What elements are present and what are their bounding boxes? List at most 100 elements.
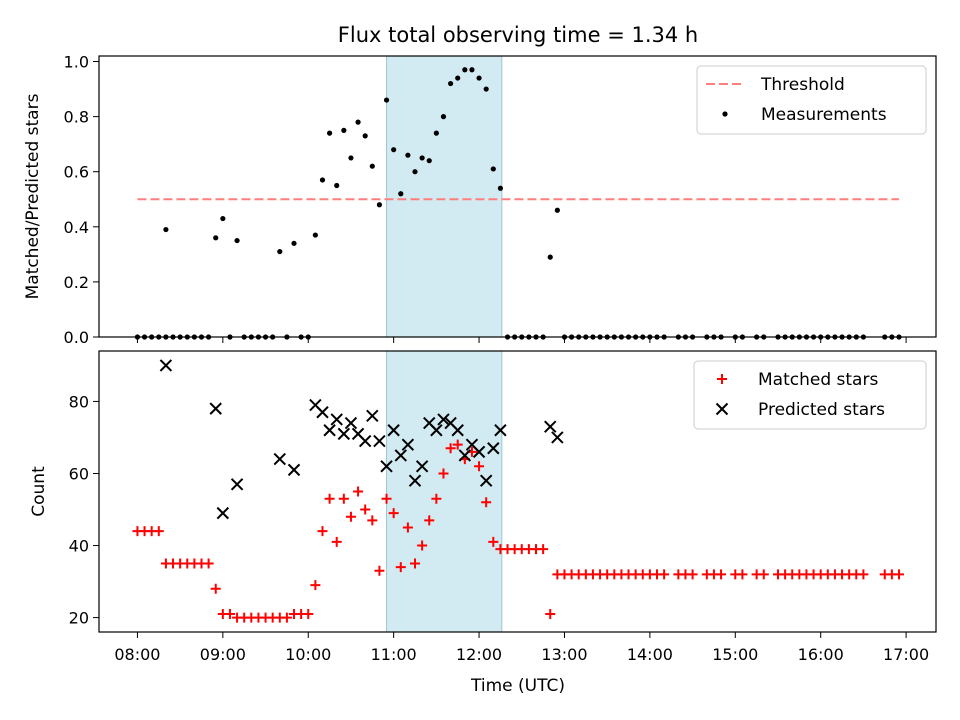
measurement-point (412, 169, 418, 175)
bottom-x-tick-label: 12:00 (456, 645, 502, 664)
matched-star-point (758, 569, 769, 580)
legend-measurement-swatch (722, 111, 728, 117)
bottom-x-tick-label: 09:00 (200, 645, 246, 664)
matched-star-point (224, 608, 235, 619)
bottom-x-tick-label: 08:00 (114, 645, 160, 664)
predicted-star-point (408, 474, 422, 487)
legend-predicted-swatch (715, 402, 729, 416)
bottom-x-tick-label: 10:00 (285, 645, 331, 664)
predicted-star-point (430, 424, 443, 437)
bottom-series-predicted-stars (159, 359, 564, 520)
top-legend: Threshold Measurements (696, 65, 927, 135)
bottom-y-tick-label: 60 (69, 464, 89, 483)
predicted-star-point (437, 413, 450, 426)
top-observing-window (386, 55, 503, 338)
measurement-point (291, 240, 297, 246)
matched-star-point (445, 443, 456, 454)
matched-star-point (303, 608, 314, 619)
bottom-y-tick-label: 40 (69, 537, 89, 556)
predicted-star-point (366, 409, 379, 423)
measurement-point (348, 155, 354, 161)
top-y-tick-label: 0.6 (64, 163, 89, 182)
bottom-x-tick-label: 16:00 (798, 645, 844, 664)
matched-star-point (488, 536, 499, 547)
predicted-star-point (380, 460, 393, 473)
measurement-point (469, 67, 475, 73)
predicted-star-point (494, 424, 507, 437)
bottom-x-tick-label: 15:00 (712, 645, 758, 664)
predicted-star-point (337, 427, 351, 441)
measurement-point (433, 130, 439, 136)
matched-star-point (424, 515, 435, 526)
predicted-star-point (209, 402, 222, 415)
predicted-star-point (479, 474, 493, 487)
measurement-point (369, 163, 375, 169)
measurement-point (163, 226, 169, 233)
matched-star-point (474, 461, 485, 472)
measurement-point (220, 215, 226, 222)
measurement-point (277, 248, 283, 255)
measurement-point (391, 147, 397, 153)
bottom-y-tick-label: 80 (69, 392, 89, 411)
matched-star-point (388, 508, 399, 519)
measurement-point (476, 75, 482, 81)
matched-star-point (153, 526, 164, 537)
matched-star-point (716, 569, 727, 580)
matched-star-point (374, 565, 385, 576)
matched-star-point (353, 486, 364, 497)
matched-star-point (659, 569, 670, 580)
measurement-point (554, 207, 560, 213)
predicted-star-point (273, 452, 286, 466)
predicted-star-point (216, 506, 230, 520)
predicted-star-point (373, 434, 386, 448)
predicted-star-point (316, 406, 329, 419)
predicted-star-point (230, 478, 244, 491)
matched-star-point (345, 511, 356, 522)
matched-star-point (210, 583, 221, 594)
top-y-tick-label: 0.0 (64, 328, 89, 347)
predicted-star-point (394, 449, 407, 462)
measurement-point (426, 158, 432, 164)
measurement-point (355, 119, 361, 125)
measurement-point (334, 182, 340, 189)
bottom-y-tick-label: 20 (69, 609, 89, 628)
bottom-observing-window (386, 350, 503, 633)
top-chart-title: Flux total observing time = 1.34 h (338, 23, 698, 47)
predicted-star-point (401, 438, 415, 451)
legend-label: Measurements (761, 105, 887, 125)
matched-star-point (367, 515, 378, 526)
legend-box (696, 65, 927, 135)
matched-star-point (395, 562, 406, 573)
measurement-point (440, 114, 447, 120)
bottom-x-tick-label: 11:00 (371, 645, 417, 664)
legend-box (693, 360, 927, 430)
bottom-y-axis-label: Count (29, 466, 49, 517)
matched-star-point (203, 558, 214, 569)
measurement-point (327, 130, 333, 136)
measurement-point (490, 166, 496, 172)
measurement-point (376, 202, 383, 208)
top-y-tick-label: 0.8 (64, 108, 89, 127)
top-chart: 0.0 0.2 0.4 0.6 0.8 1.0 Matched/Predicted star… (23, 53, 937, 347)
bottom-x-tick-label: 13:00 (541, 645, 587, 664)
predicted-star-point (487, 442, 500, 455)
measurement-point (447, 80, 454, 87)
measurement-point (497, 185, 504, 191)
measurement-point (213, 235, 219, 241)
matched-star-point (381, 493, 392, 504)
matched-star-point (545, 608, 556, 619)
predicted-star-point (330, 413, 343, 426)
matched-star-point (481, 497, 492, 508)
measurement-point (405, 152, 411, 158)
bottom-x-tick-label: 17:00 (883, 645, 929, 664)
matched-star-point (317, 526, 328, 537)
bottom-chart: 20 40 60 80 08:00 09:00 10:00 11:00 12:00 13:00 14… (29, 350, 937, 664)
bottom-x-axis-label: Time (UTC) (470, 676, 565, 696)
legend-label: Matched stars (758, 370, 878, 390)
bottom-x-tick-label: 14:00 (627, 645, 673, 664)
legend-label: Threshold (760, 75, 845, 95)
matched-star-point (452, 439, 463, 450)
matched-star-point (310, 580, 321, 591)
matched-star-point (331, 536, 342, 547)
